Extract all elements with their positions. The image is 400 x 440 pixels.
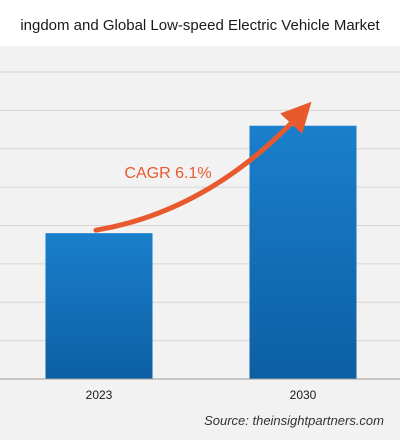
bar-2030 (249, 125, 357, 379)
bar-2023 (45, 233, 153, 379)
title-band: ingdom and Global Low-speed Electric Veh… (0, 0, 400, 46)
x-tick-labels: 2023 2030 (86, 388, 317, 402)
cagr-label: CAGR 6.1% (124, 165, 211, 182)
cagr-arrow (93, 101, 312, 233)
chart-title: ingdom and Global Low-speed Electric Veh… (20, 17, 380, 34)
source-note: Source: theinsightpartners.com (204, 413, 384, 428)
x-tick-label: 2030 (290, 388, 317, 402)
x-tick-label: 2023 (86, 388, 113, 402)
bars (45, 125, 357, 379)
